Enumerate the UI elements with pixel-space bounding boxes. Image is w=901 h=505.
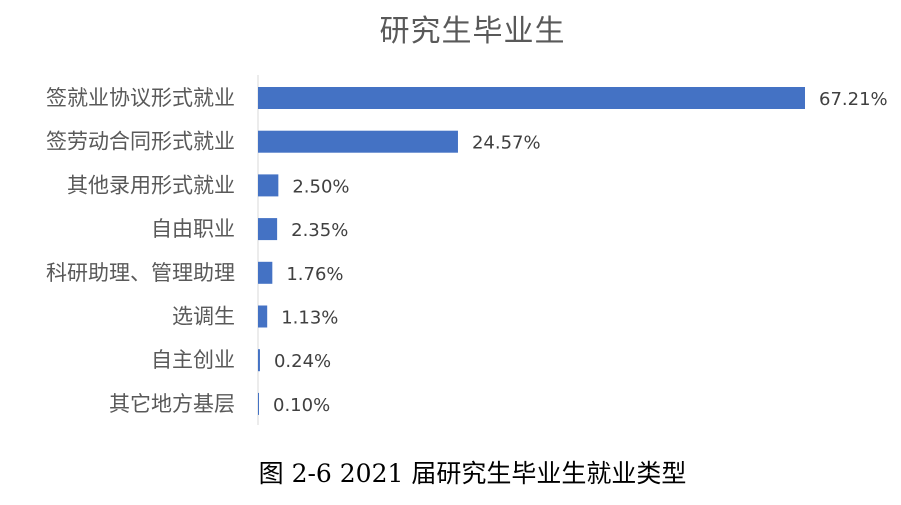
bar [258,392,259,415]
bar [258,305,268,328]
bars-group: 签就业协议形式就业 67.21% 签劳动合同形式就业 24.57% 其他录用形式就业 2.… [46,86,888,416]
bar [258,130,458,153]
bar [258,174,279,197]
data-label: 2.50% [292,176,349,197]
category-label: 自主创业 [151,348,235,372]
bar [258,349,260,372]
data-label: 2.35% [291,220,348,241]
data-label: 0.24% [274,351,331,372]
category-label: 科研助理、管理助理 [46,261,235,285]
figure-caption: 图 2-6 2021 届研究生毕业生就业类型 [258,459,687,488]
category-label: 其他录用形式就业 [67,173,235,197]
data-label: 0.10% [273,395,330,416]
bar [258,218,278,241]
category-label: 选调生 [172,305,235,329]
bar [258,87,805,109]
data-label: 1.76% [286,264,343,285]
chart-title: 研究生毕业生 [379,14,566,49]
data-label: 24.57% [472,133,541,154]
data-label: 67.21% [819,89,888,110]
data-label: 1.13% [281,308,338,329]
category-label: 签劳动合同形式就业 [46,130,235,154]
category-label: 其它地方基层 [109,392,235,416]
category-label: 签就业协议形式就业 [46,86,235,110]
bar [258,261,273,284]
category-label: 自由职业 [151,217,235,241]
